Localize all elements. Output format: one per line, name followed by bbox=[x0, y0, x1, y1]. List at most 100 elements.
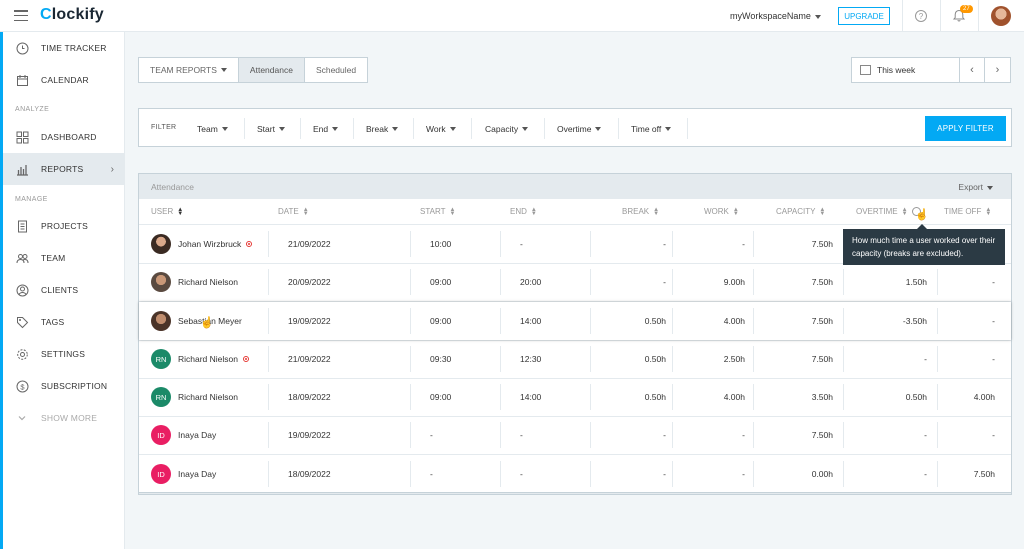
column-divider bbox=[672, 422, 673, 448]
sort-icon: ▲ ▼ bbox=[653, 206, 660, 217]
column-header-date[interactable]: DATE ▲ ▼ bbox=[278, 206, 309, 217]
divider bbox=[139, 301, 1011, 302]
column-header-end[interactable]: END ▲ ▼ bbox=[510, 206, 537, 217]
table-row[interactable]: ID Inaya Day 18/09/2022 - - - - 0.00h - 7.50h bbox=[139, 455, 1011, 493]
sidebar-item-tags[interactable]: TAGS bbox=[3, 306, 124, 338]
end-cell: - bbox=[520, 469, 523, 479]
date-cell: 19/09/2022 bbox=[288, 316, 331, 326]
export-button[interactable]: Export bbox=[958, 182, 993, 192]
column-divider bbox=[672, 384, 673, 410]
table-row[interactable]: ID Inaya Day 19/09/2022 - - - - 7.50h - - bbox=[139, 416, 1011, 454]
sidebar-item-reports[interactable]: REPORTS › bbox=[3, 153, 124, 185]
break-cell: 0.50h bbox=[644, 354, 666, 364]
column-divider bbox=[410, 461, 411, 487]
sidebar-accent bbox=[0, 32, 3, 549]
sidebar-item-settings[interactable]: SETTINGS bbox=[3, 338, 124, 370]
sidebar-item-subscription[interactable]: $ SUBSCRIPTION bbox=[3, 370, 124, 402]
column-header-overtime[interactable]: OVERTIME ▲ ▼ bbox=[856, 207, 921, 217]
end-cell: 14:00 bbox=[520, 316, 542, 326]
user-name: Richard Nielson bbox=[178, 392, 238, 402]
date-cell: 18/09/2022 bbox=[288, 392, 331, 402]
chevron-down-icon bbox=[595, 126, 602, 131]
column-header-break[interactable]: BREAK ▲ ▼ bbox=[622, 206, 660, 217]
column-header-work[interactable]: WORK ▲ ▼ bbox=[704, 206, 739, 217]
divider bbox=[139, 454, 1011, 455]
filter-overtime[interactable]: Overtime bbox=[545, 118, 619, 139]
calendar-icon bbox=[860, 65, 871, 75]
chevron-down-icon bbox=[665, 126, 672, 131]
column-divider bbox=[753, 384, 754, 410]
sidebar-item-calendar[interactable]: CALENDAR bbox=[3, 64, 124, 96]
start-cell: 09:30 bbox=[430, 354, 452, 364]
start-cell: 09:00 bbox=[430, 316, 452, 326]
table-row[interactable]: RN Richard Nielson 18/09/2022 09:00 14:00 0.5… bbox=[139, 378, 1011, 416]
column-divider bbox=[672, 231, 673, 257]
sidebar-item-projects[interactable]: PROJECTS bbox=[3, 210, 124, 242]
top-bar: Clockify myWorkspaceName UPGRADE ? 27 bbox=[0, 0, 1024, 32]
table-row[interactable]: Richard Nielson 20/09/2022 09:00 20:00 - 9.00… bbox=[139, 263, 1011, 301]
tab-team-reports[interactable]: TEAM REPORTS bbox=[139, 58, 239, 82]
attendance-table: Attendance Export USER ▲ ▼ DATE ▲ ▼ START ▲ ▼ … bbox=[138, 173, 1012, 495]
sidebar-item-label: CALENDAR bbox=[41, 75, 89, 85]
divider bbox=[139, 416, 1011, 417]
filter-end[interactable]: End bbox=[301, 118, 354, 139]
avatar bbox=[151, 234, 171, 254]
workspace-selector[interactable]: myWorkspaceName bbox=[730, 11, 821, 21]
avatar bbox=[151, 311, 171, 331]
sidebar-item-team[interactable]: TEAM bbox=[3, 242, 124, 274]
hand-cursor-icon: ☝ bbox=[200, 317, 214, 329]
capacity-cell: 3.50h bbox=[811, 392, 833, 402]
user-cell: RN Richard Nielson bbox=[151, 378, 268, 416]
chevron-down-icon bbox=[814, 14, 821, 19]
filter-capacity[interactable]: Capacity bbox=[472, 118, 545, 139]
user-cell: ID Inaya Day bbox=[151, 416, 268, 454]
column-header-capacity[interactable]: CAPACITY ▲ ▼ bbox=[776, 206, 826, 217]
column-divider bbox=[937, 269, 938, 295]
column-divider bbox=[410, 346, 411, 372]
hamburger-menu-icon[interactable] bbox=[14, 10, 28, 21]
help-icon[interactable] bbox=[911, 207, 921, 217]
column-header-user[interactable]: USER ▲ ▼ bbox=[151, 206, 184, 217]
start-cell: 09:00 bbox=[430, 277, 452, 287]
user-cell: Sebastian Meyer bbox=[151, 302, 268, 340]
sidebar-item-show-more[interactable]: SHOW MORE bbox=[3, 402, 124, 434]
previous-period-button[interactable]: ‹ bbox=[960, 58, 985, 82]
table-row[interactable]: Sebastian Meyer 19/09/2022 09:00 14:00 0.50h… bbox=[139, 302, 1011, 340]
column-divider bbox=[937, 346, 938, 372]
section-label-manage: MANAGE bbox=[15, 196, 48, 203]
help-icon[interactable]: ? bbox=[915, 10, 927, 22]
next-period-button[interactable]: › bbox=[995, 64, 1000, 76]
user-name: Inaya Day bbox=[178, 430, 217, 440]
user-avatar[interactable] bbox=[991, 6, 1011, 26]
filter-team[interactable]: Team bbox=[184, 118, 245, 139]
column-divider bbox=[843, 269, 844, 295]
overtime-cell: - bbox=[924, 469, 927, 479]
capacity-cell: 7.50h bbox=[811, 316, 833, 326]
table-title: Attendance bbox=[151, 182, 195, 192]
sidebar-item-label: TIME TRACKER bbox=[41, 43, 107, 53]
apply-filter-button[interactable]: APPLY FILTER bbox=[925, 116, 1006, 141]
date-cell: 21/09/2022 bbox=[288, 239, 331, 249]
app-logo[interactable]: Clockify bbox=[40, 6, 104, 23]
capacity-cell: 7.50h bbox=[811, 430, 833, 440]
tab-attendance[interactable]: Attendance bbox=[238, 58, 305, 82]
column-divider bbox=[410, 384, 411, 410]
filter-work[interactable]: Work bbox=[414, 118, 472, 139]
filter-start[interactable]: Start bbox=[245, 118, 301, 139]
sidebar-item-dashboard[interactable]: DASHBOARD bbox=[3, 121, 124, 153]
sidebar-item-time-tracker[interactable]: TIME TRACKER bbox=[3, 32, 124, 64]
column-header-start[interactable]: START ▲ ▼ bbox=[420, 206, 456, 217]
column-divider bbox=[753, 461, 754, 487]
filter-bar: FILTER Team Start End Break Work Capacit… bbox=[138, 108, 1012, 147]
record-icon bbox=[246, 241, 253, 247]
filter-break[interactable]: Break bbox=[354, 118, 414, 139]
filter-time-off[interactable]: Time off bbox=[619, 118, 688, 139]
sidebar-item-clients[interactable]: CLIENTS bbox=[3, 274, 124, 306]
upgrade-button[interactable]: UPGRADE bbox=[838, 7, 890, 25]
column-header-time-off[interactable]: TIME OFF ▲ ▼ bbox=[944, 206, 992, 217]
column-divider bbox=[753, 346, 754, 372]
column-divider bbox=[937, 422, 938, 448]
tab-scheduled[interactable]: Scheduled bbox=[315, 65, 357, 75]
table-row[interactable]: RN Richard Nielson 21/09/2022 09:30 12:30 0.5… bbox=[139, 340, 1011, 378]
date-range-selector[interactable]: This week bbox=[852, 58, 960, 82]
